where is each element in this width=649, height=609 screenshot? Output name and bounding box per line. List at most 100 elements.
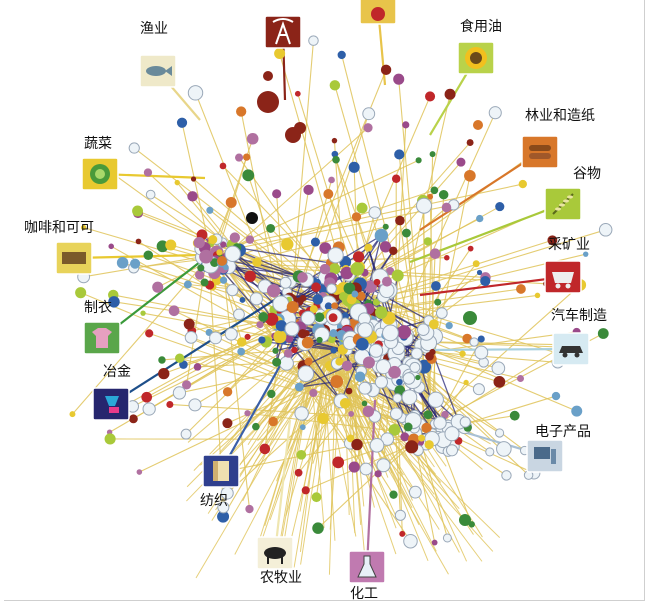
network-node [362,107,376,121]
network-node [472,383,485,396]
network-node [340,266,354,280]
shirt-icon [92,328,112,348]
network-node [233,308,245,321]
network-node [158,367,170,380]
network-node [319,242,332,254]
network-node [469,337,479,347]
network-node [326,283,337,294]
network-node [441,202,452,213]
network-node [358,381,372,395]
network-node [291,346,298,354]
industry-tiles [55,0,590,584]
network-node [473,120,483,130]
core-edge [431,351,460,422]
network-node [354,371,366,382]
network-node [476,269,483,276]
network-node [488,106,502,120]
top-partial-tile [359,0,397,25]
network-node [495,202,505,212]
network-node [267,389,276,399]
network-node [193,363,202,371]
network-node [249,292,263,306]
network-node [444,426,460,442]
network-node [415,157,422,164]
network-node [319,263,331,275]
network-node [391,174,401,183]
network-node [444,254,450,261]
spoke-edge [179,357,423,426]
network-node [348,461,360,473]
network-node [435,307,448,319]
network-node [423,237,433,246]
textiles-tile [202,454,240,488]
industry-link-line [419,275,564,297]
network-node [431,539,438,546]
oil-tile [264,15,302,49]
chemical-tile [348,550,386,584]
network-node [187,85,204,101]
network-node [402,121,410,129]
network-node [463,311,477,325]
network-node [466,139,474,147]
network-node [252,257,262,267]
network-node [416,197,432,214]
network-node [391,269,404,282]
network-node [429,151,436,158]
electronics-tile [526,439,564,473]
network-node [156,240,169,253]
core-edge [236,246,333,264]
network-node [246,212,258,224]
network-node [168,305,180,317]
network-node [294,90,301,97]
network-node [317,412,329,425]
industry-link-line [419,151,541,231]
network-node [258,336,266,344]
ladle-icon [105,396,119,413]
network-node [430,186,439,195]
network-node [389,490,398,499]
network-node [472,260,480,268]
network-node [363,123,373,133]
network-node [217,256,227,266]
network-node [516,374,524,382]
network-node [265,312,279,326]
network-node [166,400,174,408]
network-node [428,319,439,330]
network-node [286,301,299,313]
network-node [108,296,120,308]
network-node [359,462,373,476]
network-node [491,361,506,376]
network-node [294,468,303,477]
network-node [425,351,434,361]
network-node [332,456,345,469]
network-node [175,353,185,363]
network-node [352,251,365,263]
spoke-edge [195,338,338,579]
network-node [496,441,512,457]
network-node [338,291,348,301]
network-node [252,422,260,431]
industry-link-line [73,253,201,260]
network-node [427,193,434,200]
network-node [268,416,278,427]
network-node [547,235,558,246]
fishery-tile [139,54,177,88]
network-node [459,350,466,357]
network-node [399,530,406,537]
network-node [375,358,392,375]
network-node [551,391,561,401]
network-node [279,276,292,289]
network-node [374,228,389,243]
core-edge [228,265,329,305]
network-node [224,327,238,341]
network-node [403,533,418,549]
network-node [190,176,197,182]
network-node [309,388,318,398]
network-node [188,398,202,412]
network-node [356,337,369,351]
network-node [463,379,469,386]
network-node [397,325,412,340]
core-edge [362,235,383,309]
network-node [429,248,441,259]
